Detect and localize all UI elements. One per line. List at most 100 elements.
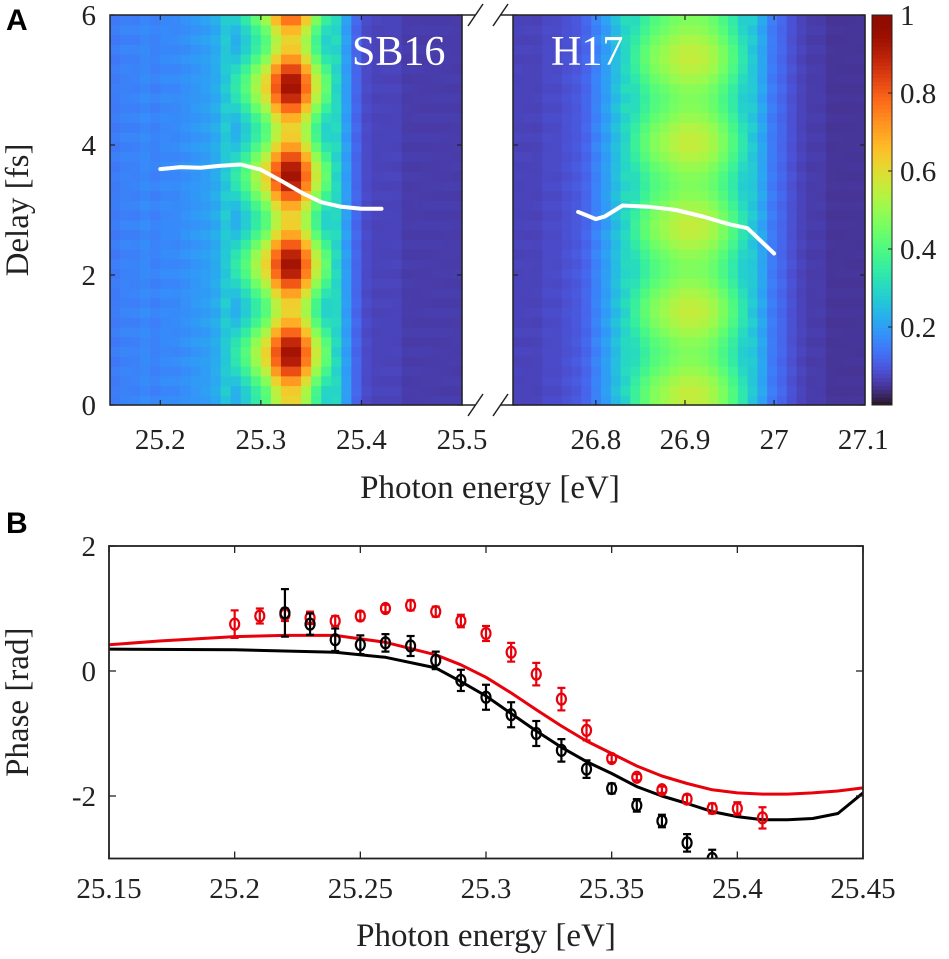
heatmap-cell: [341, 239, 352, 250]
heatmap-cell: [451, 141, 463, 153]
heatmap-cell: [581, 63, 592, 75]
heatmap-cell: [170, 132, 181, 143]
heatmap-cell: [747, 24, 759, 36]
heatmap-cell: [786, 288, 798, 299]
heatmap-cell: [777, 54, 788, 65]
heatmap-cell: [552, 249, 563, 260]
heatmap-cell: [311, 112, 322, 123]
heatmap-cell: [321, 317, 332, 328]
heatmap-cell: [270, 395, 282, 406]
heatmap-cell: [210, 395, 222, 406]
heatmap-cell: [581, 268, 592, 279]
heatmap-cell: [825, 366, 837, 377]
heatmap-cell: [513, 229, 524, 240]
heatmap-cell: [571, 141, 583, 153]
heatmap-cell: [649, 249, 661, 260]
heatmap-cell: [371, 268, 383, 279]
heatmap-cell: [835, 161, 847, 172]
heatmap-cell: [845, 239, 856, 250]
heatmap-cell: [140, 161, 151, 172]
heatmap-cell: [331, 93, 342, 104]
heatmap-cell: [718, 210, 729, 221]
heatmap-cell: [835, 180, 847, 192]
heatmap-cell: [250, 288, 262, 299]
heatmap-cell: [649, 258, 661, 270]
heatmap-cell: [371, 102, 383, 114]
marker: [405, 598, 417, 612]
heatmap-cell: [747, 141, 759, 153]
heatmap-cell: [200, 34, 212, 45]
heatmap-cell: [421, 375, 433, 387]
heatmap-cell: [190, 54, 202, 65]
red-data-point: [354, 609, 366, 623]
heatmap-cell: [260, 346, 272, 357]
heatmap-cell: [150, 44, 161, 55]
heatmap-cell: [301, 346, 312, 357]
heatmap-cell: [835, 44, 847, 55]
heatmap-cell: [630, 346, 641, 357]
heatmap-cell: [391, 132, 403, 143]
heatmap-cell: [581, 132, 592, 143]
heatmap-cell: [260, 278, 272, 289]
heatmap-cell: [522, 102, 534, 114]
heatmap-cell: [552, 73, 563, 84]
subplot-label-h17: H17: [551, 29, 623, 75]
heatmap-cell: [260, 161, 272, 172]
heatmap-cell: [180, 34, 192, 45]
heatmap-cell: [421, 54, 433, 65]
heatmap-cell: [291, 327, 302, 338]
heatmap-cell: [825, 395, 837, 406]
heatmap-cell: [649, 73, 661, 84]
heatmap-cell: [708, 161, 719, 172]
heatmap-cell: [250, 141, 262, 153]
heatmap-cell: [601, 336, 612, 348]
heatmap-cell: [845, 375, 856, 387]
heatmap-cell: [825, 356, 837, 367]
y-tick-label: 0: [82, 656, 97, 688]
heatmap-cell: [130, 258, 141, 270]
heatmap-cell: [542, 307, 553, 318]
heatmap-cell: [610, 141, 622, 153]
heatmap-cell: [796, 54, 807, 65]
heatmap-cell: [708, 171, 719, 182]
heatmap-cell: [532, 375, 543, 387]
heatmap-cell: [180, 83, 192, 94]
heatmap-cell: [451, 83, 463, 94]
heatmap-cell: [130, 336, 141, 348]
heatmap-cell: [421, 122, 433, 133]
heatmap-cell: [180, 239, 192, 250]
heatmap-cell: [630, 180, 641, 192]
heatmap-cell: [786, 24, 798, 36]
heatmap-cell: [532, 336, 543, 348]
heatmap-cell: [601, 93, 612, 104]
heatmap-cell: [280, 346, 292, 357]
heatmap-cell: [513, 258, 524, 270]
heatmap-cell: [280, 219, 292, 231]
heatmap-cell: [620, 180, 631, 192]
heatmap-cell: [513, 63, 524, 75]
heatmap-cell: [280, 327, 292, 338]
heatmap-cell: [620, 356, 631, 367]
heatmap-cell: [301, 336, 312, 348]
heatmap-cell: [747, 83, 759, 94]
heatmap-cell: [659, 336, 671, 348]
heatmap-cell: [679, 122, 690, 133]
heatmap-cell: [835, 297, 847, 309]
colorbar-segment: [872, 307, 892, 312]
heatmap-cell: [441, 346, 453, 357]
heatmap-cell: [431, 73, 443, 84]
heatmap-cell: [411, 288, 423, 299]
heatmap-cell: [522, 210, 534, 221]
heatmap-cell: [522, 190, 534, 201]
heatmap-cell: [689, 15, 700, 26]
heatmap-cell: [737, 102, 749, 114]
heatmap-cell: [431, 278, 443, 289]
heatmap-cell: [855, 73, 866, 84]
heatmap-cell: [240, 239, 252, 250]
heatmap-cell: [777, 122, 788, 133]
heatmap-cell: [591, 180, 602, 192]
heatmap-cell: [361, 44, 373, 55]
heatmap-cell: [845, 346, 856, 357]
heatmap-cell: [311, 73, 322, 84]
heatmap-cell: [140, 327, 151, 338]
